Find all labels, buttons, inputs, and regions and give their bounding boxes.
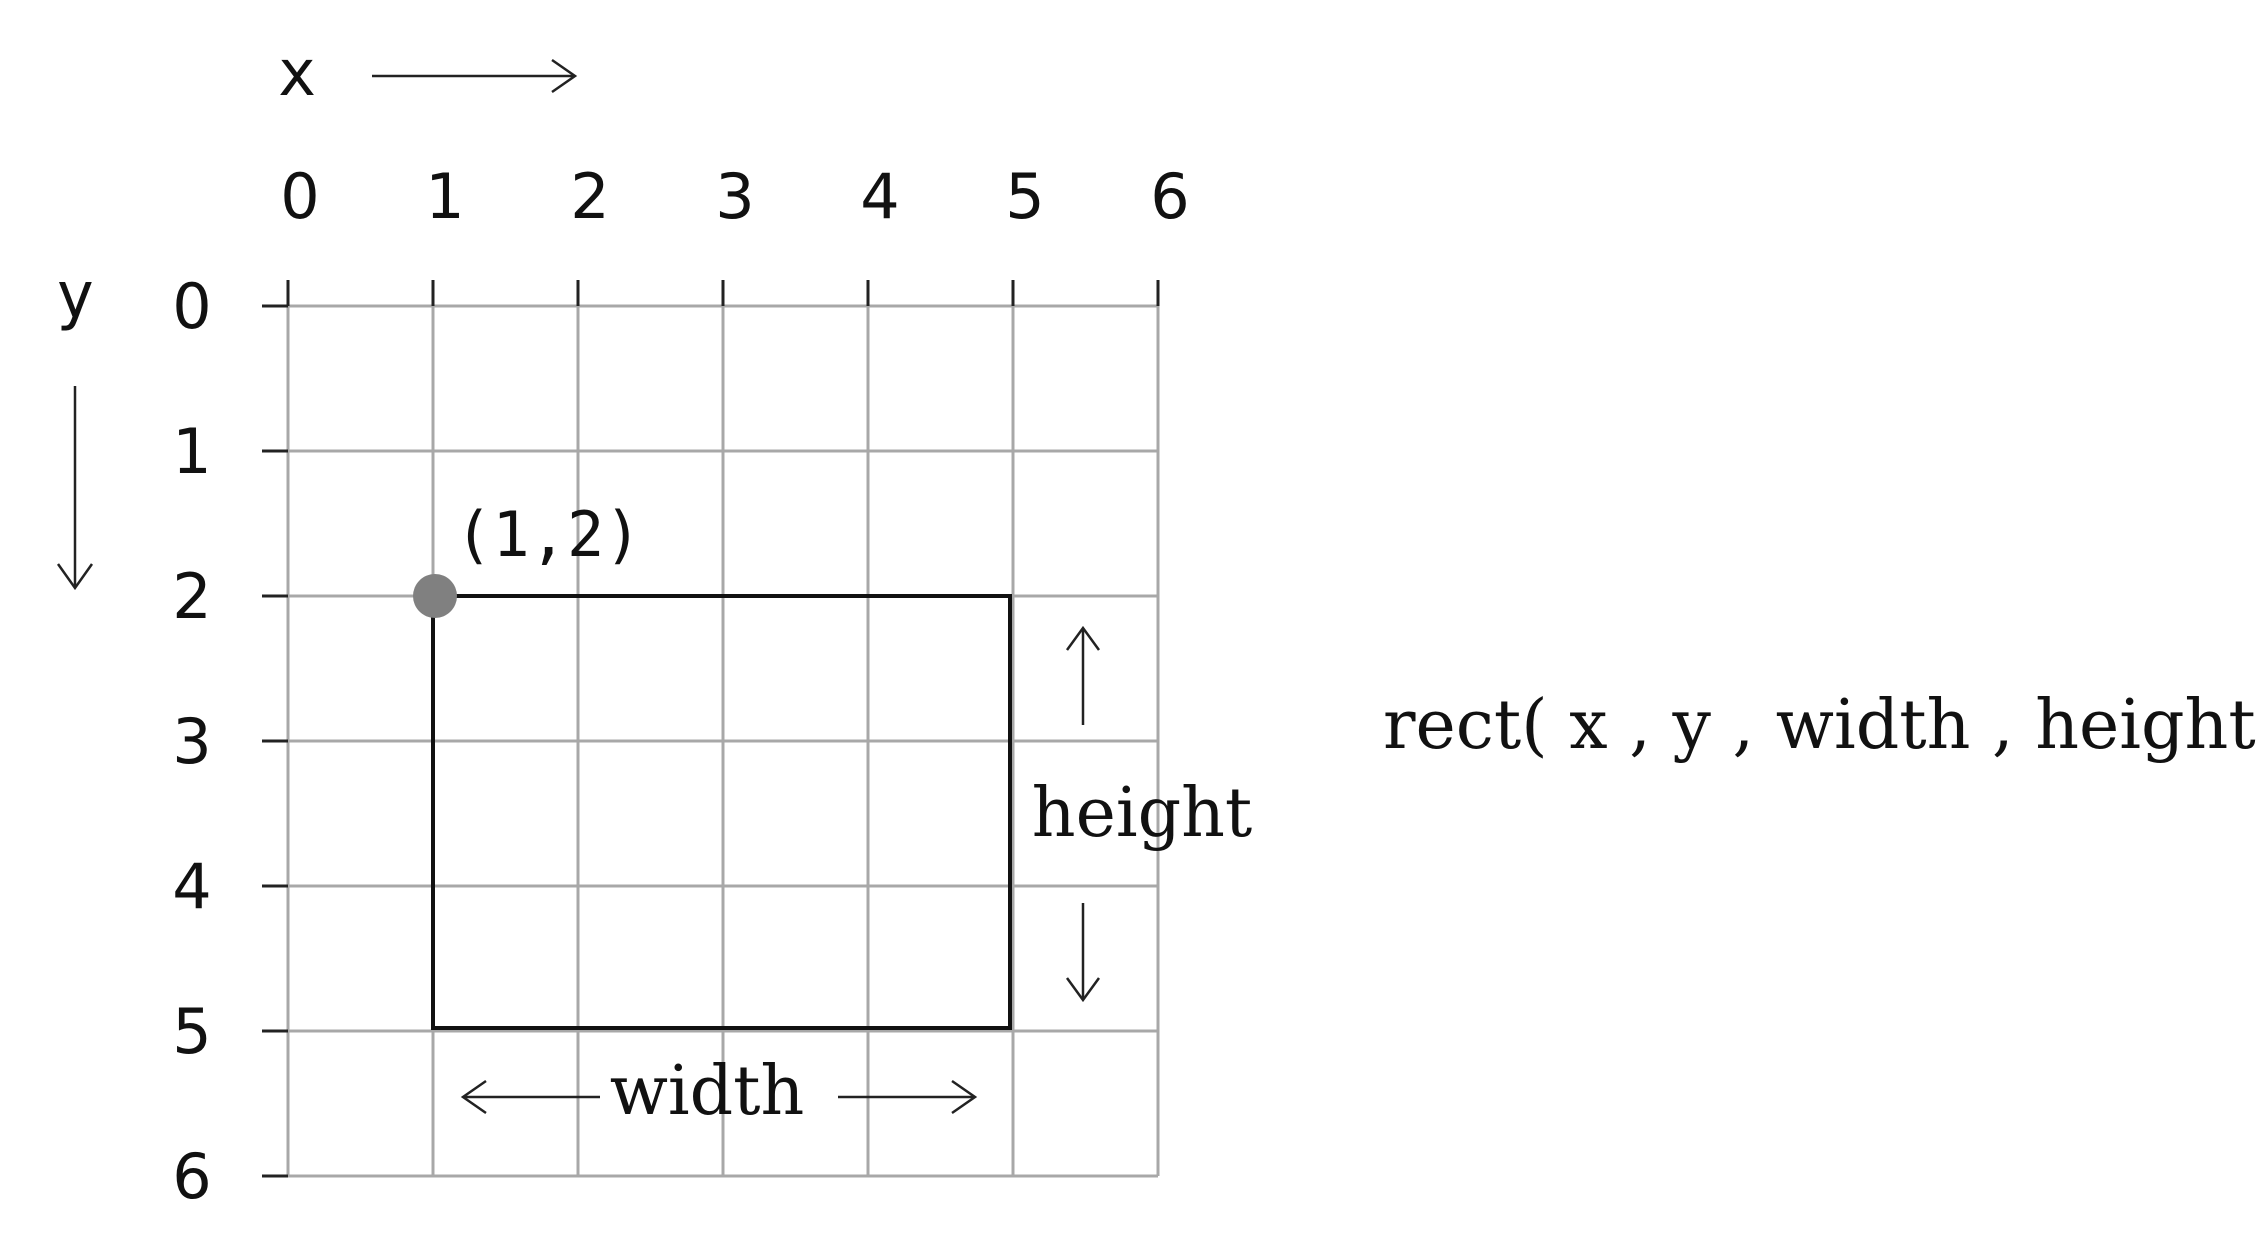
width-label: width [610, 1052, 805, 1131]
y-tick-label: 5 [172, 995, 211, 1068]
grid [286, 304, 1160, 1178]
rectangle-outline [431, 594, 1012, 1030]
x-axis-letter: x [278, 37, 317, 111]
x-tick-label: 4 [860, 160, 899, 233]
x-tick-label: 1 [425, 160, 464, 233]
y-tick-label: 2 [172, 560, 211, 633]
y-tick-label: 4 [172, 850, 211, 923]
x-tick-label: 6 [1150, 160, 1189, 233]
y-axis-letter: y [56, 259, 95, 333]
x-direction-arrow [372, 58, 578, 94]
y-tick-label: 0 [172, 270, 211, 343]
height-up-arrow [1065, 625, 1101, 725]
origin-point [413, 574, 457, 618]
x-tick-label: 0 [280, 160, 319, 233]
x-tick-label: 5 [1005, 160, 1044, 233]
width-right-arrow [838, 1079, 978, 1115]
y-axis-ticks: 0 1 2 3 4 5 6 [172, 270, 288, 1213]
y-tick-label: 6 [172, 1140, 211, 1213]
x-axis-ticks: 0 1 2 3 4 5 6 [280, 160, 1190, 306]
y-direction-arrow [56, 386, 94, 591]
y-tick-label: 1 [172, 415, 211, 488]
y-tick-label: 3 [172, 705, 211, 778]
height-down-arrow [1065, 903, 1101, 1003]
x-tick-label: 3 [715, 160, 754, 233]
width-left-arrow [460, 1079, 600, 1115]
rect-function-call: rect( x , y , width , height ) ; [1383, 686, 2268, 765]
origin-point-label: (1,2) [455, 498, 642, 571]
x-tick-label: 2 [570, 160, 609, 233]
height-label: height [1032, 774, 1252, 853]
